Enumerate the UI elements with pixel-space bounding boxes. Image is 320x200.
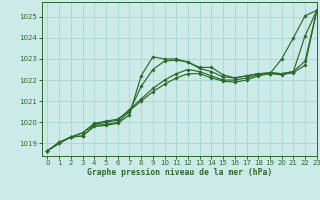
X-axis label: Graphe pression niveau de la mer (hPa): Graphe pression niveau de la mer (hPa) — [87, 168, 272, 177]
